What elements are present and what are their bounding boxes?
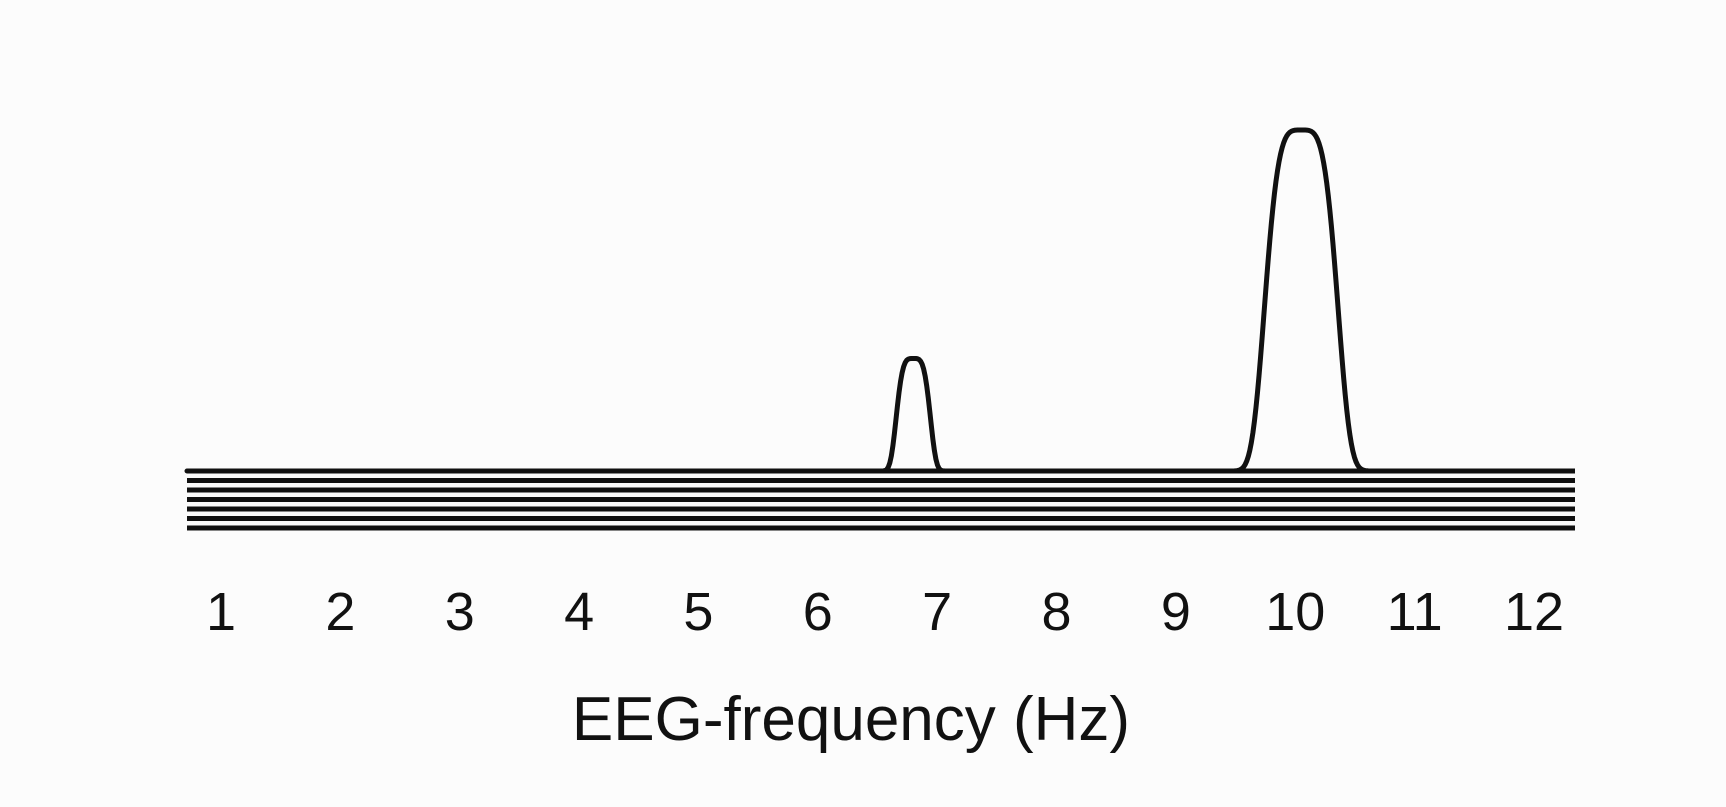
x-tick-label-9: 9 (1161, 582, 1191, 642)
x-tick-label-1: 1 (206, 582, 236, 642)
x-tick-label-3: 3 (445, 582, 475, 642)
x-tick-label-12: 12 (1504, 582, 1564, 642)
spectrum-trace (184, 127, 1573, 474)
x-tick-label-2: 2 (325, 582, 355, 642)
x-tick-label-11: 11 (1387, 582, 1443, 642)
x-tick-label-6: 6 (803, 582, 833, 642)
x-tick-label-10: 10 (1265, 582, 1325, 642)
spectrum-line-with-peaks (184, 127, 1573, 474)
x-tick-label-4: 4 (564, 582, 594, 642)
x-tick-label-5: 5 (683, 582, 713, 642)
x-tick-label-7: 7 (922, 582, 952, 642)
x-tick-label-8: 8 (1042, 582, 1072, 642)
x-axis-ticks: 1 2 3 4 5 6 7 8 9 10 11 12 (206, 582, 1564, 642)
x-axis-title: EEG-frequency (Hz) (572, 685, 1130, 754)
stacked-baselines (187, 468, 1575, 531)
